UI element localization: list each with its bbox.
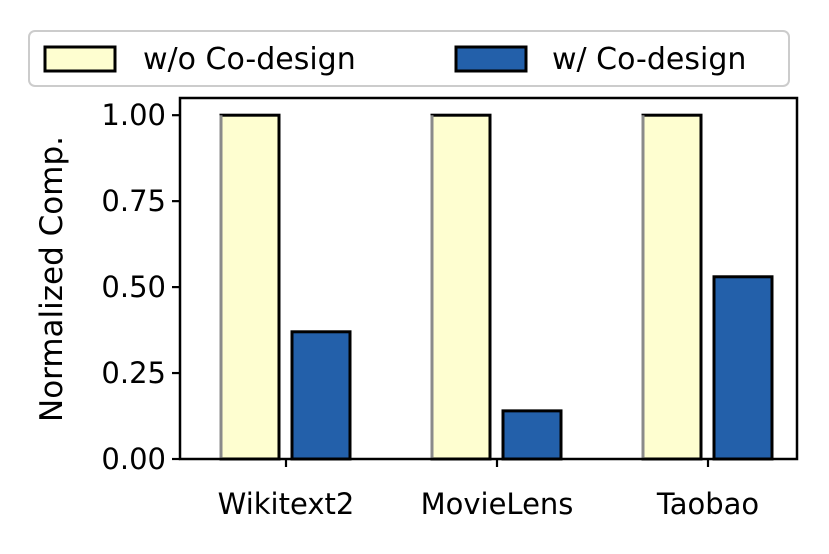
x-tick-label: MovieLens xyxy=(421,487,574,521)
axes-frame xyxy=(178,96,799,461)
y-tick-label: 0.25 xyxy=(101,356,166,390)
legend-label-series-1: w/ Co-design xyxy=(552,42,746,77)
bar-w-o-co-design-taobao xyxy=(641,113,703,461)
bar-w-co-design-wikitext2 xyxy=(290,330,352,461)
bar-w-o-co-design-movielens xyxy=(430,113,492,461)
y-tick-label: 0.75 xyxy=(101,184,166,218)
legend-label-series-0: w/o Co-design xyxy=(143,42,356,77)
legend-swatch-series-0 xyxy=(43,45,117,73)
bar-w-o-co-design-wikitext2 xyxy=(219,113,281,461)
y-axis-title: Normalized Comp. xyxy=(34,136,70,422)
x-tick-label: Taobao xyxy=(656,487,759,521)
plot-area: 0.00 0.25 0.50 0.75 1.00 Wikitext2 MovieLens Ta… xyxy=(101,96,799,521)
legend-frame xyxy=(28,30,790,87)
bar-w-co-design-movielens xyxy=(501,409,563,461)
y-tick-label: 0.50 xyxy=(101,270,166,304)
bar-w-co-design-taobao xyxy=(712,275,774,461)
legend: w/o Co-design w/ Co-design xyxy=(28,30,790,87)
y-tick-label: 0.00 xyxy=(101,442,166,476)
x-tick-label: Wikitext2 xyxy=(218,487,355,521)
legend-swatch-series-1 xyxy=(454,45,528,73)
y-tick-label: 1.00 xyxy=(101,98,166,132)
